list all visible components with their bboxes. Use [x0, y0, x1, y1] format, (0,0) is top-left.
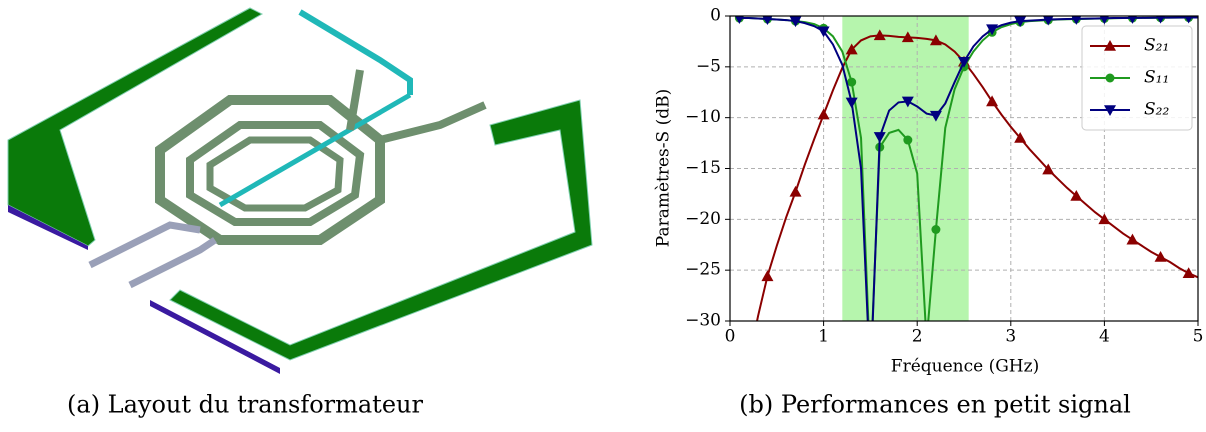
marker: [1014, 132, 1027, 143]
marker: [1099, 16, 1109, 25]
y-axis-label: Paramètres-S (dB): [654, 89, 674, 247]
x-tick-label: 3: [1005, 327, 1016, 347]
x-tick-label: 1: [818, 327, 829, 347]
legend-box: [1081, 25, 1193, 131]
marker: [1182, 267, 1195, 279]
marker: [901, 31, 914, 43]
caption: (b) Performances en petit signal: [739, 391, 1131, 419]
edge: [150, 300, 280, 374]
port: [128, 237, 217, 289]
marker: [1184, 16, 1193, 24]
marker: [1042, 16, 1054, 26]
series-line: [756, 34, 1198, 321]
marker: [1105, 73, 1115, 83]
marker: [1042, 163, 1055, 175]
marker: [873, 132, 886, 143]
plot-area: [734, 16, 1198, 321]
marker: [929, 110, 942, 122]
x-tick-label: 5: [1193, 327, 1204, 347]
y-tick-label: −25: [685, 260, 721, 280]
marker: [958, 56, 970, 68]
marker: [734, 16, 744, 25]
ground-plane: [169, 99, 593, 361]
marker: [762, 16, 773, 26]
caption: (a) Layout du transformateur: [67, 391, 423, 419]
ground-plane: [7, 7, 264, 247]
marker: [845, 97, 858, 109]
trace: [218, 92, 412, 208]
port: [88, 221, 201, 269]
y-tick-label: 0: [710, 6, 721, 26]
marker: [817, 108, 830, 120]
trace: [298, 9, 413, 95]
series-line: [739, 16, 1198, 321]
marker: [1126, 233, 1139, 245]
layout-drawing: [7, 7, 593, 374]
marker: [1070, 189, 1083, 201]
trace: [379, 101, 487, 144]
marker: [986, 24, 999, 36]
marker: [1154, 250, 1167, 262]
marker: [789, 16, 802, 28]
marker: [901, 96, 914, 108]
legend-label: S₂₁: [1144, 36, 1169, 56]
marker: [873, 29, 886, 41]
coil: [206, 136, 344, 212]
legend-label: S₂₂: [1144, 100, 1169, 120]
marker: [931, 225, 941, 234]
marker: [1098, 213, 1111, 225]
y-tick-label: −15: [685, 158, 721, 178]
x-tick-label: 4: [1099, 327, 1110, 347]
marker: [789, 185, 802, 197]
trace: [346, 69, 364, 131]
marker: [1128, 16, 1137, 24]
y-tick-label: −20: [685, 209, 721, 229]
y-tick-label: −10: [685, 107, 721, 127]
marker: [817, 26, 830, 38]
marker: [1104, 40, 1116, 51]
edge: [8, 205, 88, 250]
marker: [986, 95, 999, 107]
x-axis-label: Fréquence (GHz): [891, 357, 1039, 377]
coil: [155, 95, 385, 245]
marker: [1104, 105, 1116, 116]
y-tick-label: −30: [685, 311, 721, 331]
marker: [903, 135, 913, 145]
marker: [761, 270, 774, 282]
marker: [929, 34, 942, 46]
marker: [1156, 16, 1165, 24]
axes-frame: [729, 15, 1199, 322]
marker: [1014, 16, 1027, 28]
marker: [1071, 16, 1082, 25]
marker: [845, 43, 858, 55]
coil: [186, 121, 365, 226]
legend-label: S₁₁: [1144, 68, 1169, 88]
x-tick-label: 2: [912, 327, 923, 347]
marker: [847, 77, 857, 87]
y-tick-label: −5: [696, 56, 721, 76]
x-tick-label: 0: [725, 327, 736, 347]
